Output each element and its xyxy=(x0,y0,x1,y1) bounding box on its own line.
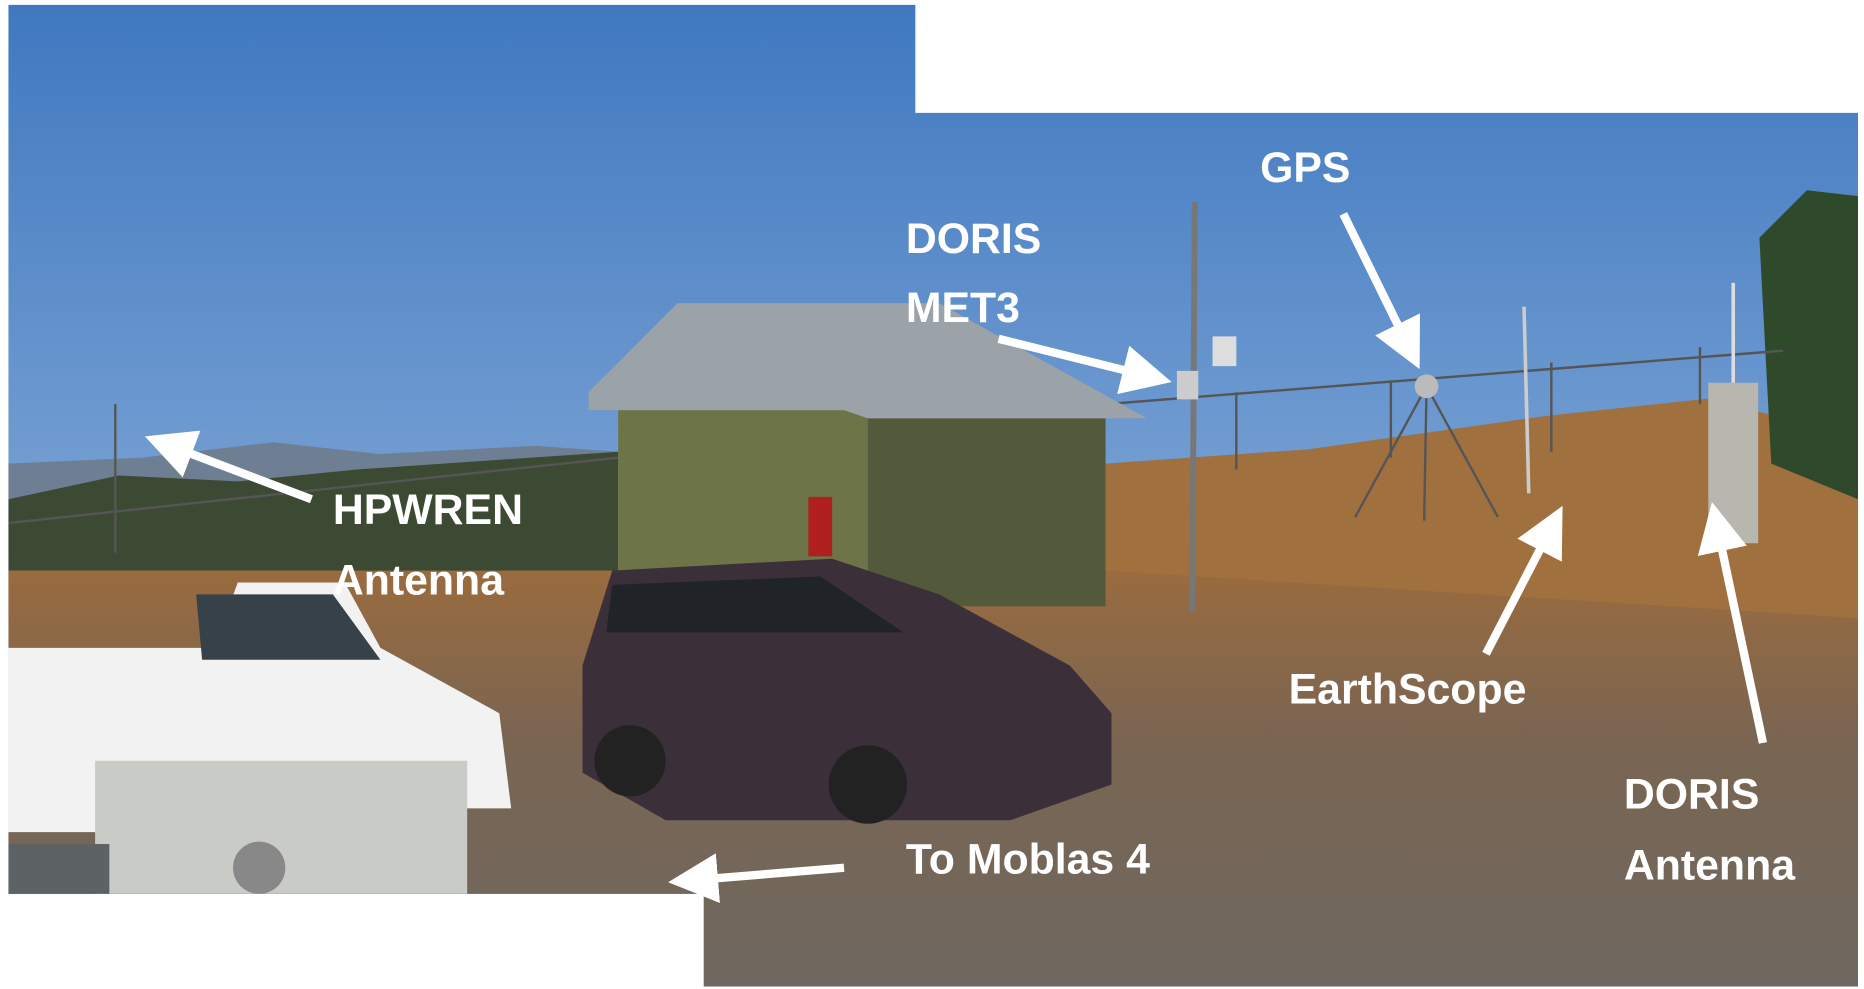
label: HPWREN xyxy=(333,486,523,534)
label: MET3 xyxy=(906,284,1020,332)
label: To Moblas 4 xyxy=(906,836,1150,884)
label: DORIS xyxy=(1624,770,1760,818)
label: DORIS xyxy=(906,215,1042,263)
label: Antenna xyxy=(1624,842,1796,890)
label: GPS xyxy=(1260,144,1350,192)
label: EarthScope xyxy=(1289,666,1527,714)
label: Antenna xyxy=(333,556,505,604)
page: GPS DORIS MET3 HPWREN Antenna EarthScope… xyxy=(0,0,1864,989)
annotated-photo: GPS DORIS MET3 HPWREN Antenna EarthScope… xyxy=(0,0,1864,989)
